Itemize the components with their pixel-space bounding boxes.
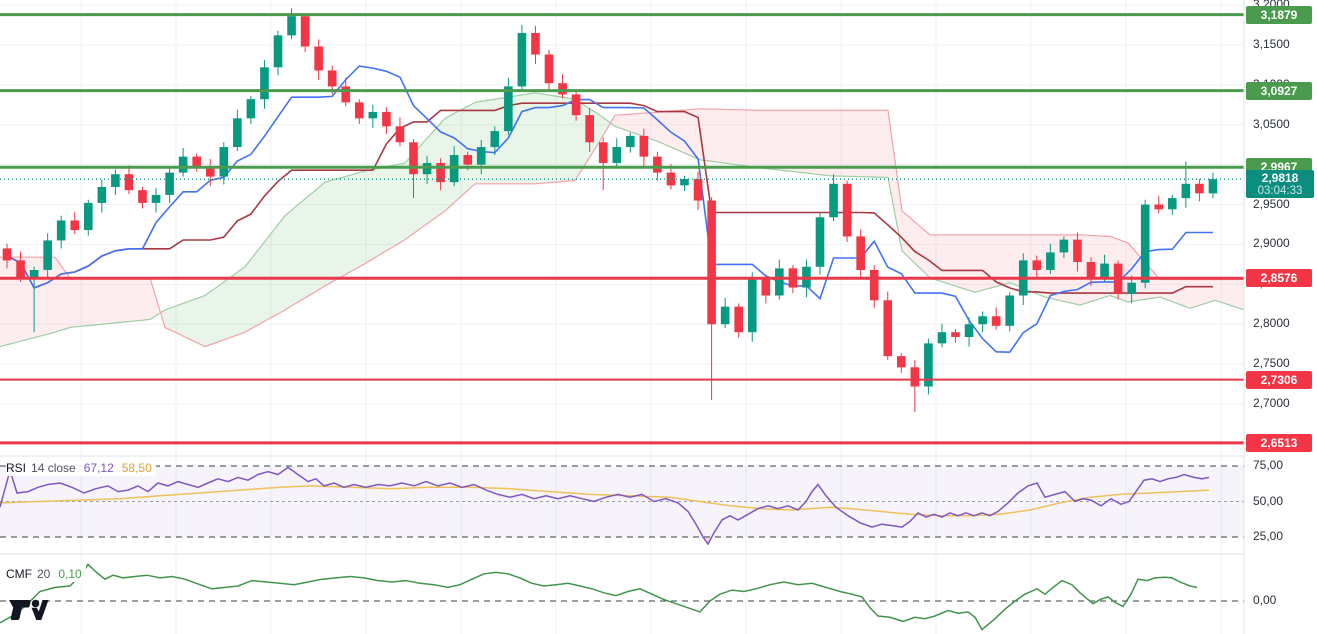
axis-price-label: 2,7500 [1253,356,1290,371]
axis-price-label: 3,2000 [1253,0,1290,11]
rsi-line [0,466,1210,546]
resistance-price-label: 3,1879 [1246,5,1312,24]
countdown-timer: 03:04:33 [1257,185,1303,198]
axis-price-label: 2,9500 [1253,196,1290,211]
cmf-line [0,563,1198,631]
support-price-label: 2,6513 [1246,433,1312,452]
axis-price-label: 3,1500 [1253,36,1290,51]
support-price-label: 2,7306 [1246,370,1312,389]
rsi-oversold-fill [703,537,712,545]
axis-rsi-label: 50,00 [1253,493,1284,508]
rsi-ma-value: 58,50 [121,461,152,475]
axis-price-label: 3,0500 [1253,116,1290,131]
axis-price-label: 2,7000 [1253,396,1290,411]
price-axis[interactable]: 3,20003,15003,10003,05002,95002,90002,85… [1245,0,1317,634]
rsi-params: 14 close [31,461,76,475]
cmf-params: 20 [37,567,51,581]
support-price-label: 2,8576 [1246,269,1312,288]
candlestick-series [2,8,1218,413]
axis-cmf-label: 0,00 [1253,593,1277,607]
rsi-indicator-legend[interactable]: RSI 14 close 67,12 58,50 [6,460,156,476]
ichimoku-cloud [0,92,1245,348]
axis-rsi-label: 75,00 [1253,458,1284,472]
resistance-price-label: 3,0927 [1246,81,1312,100]
cmf-pane [0,563,1244,631]
kijun-sen-line [6,102,1213,294]
tradingview-logo[interactable] [7,594,51,624]
current-price-label: 2,9818 03:04:33 [1246,170,1314,199]
cmf-title: CMF [6,567,32,581]
cmf-value: 0,10 [58,567,82,581]
cmf-indicator-legend[interactable]: CMF 20 0,10 [6,566,86,582]
support-resistance-lines[interactable] [0,13,1244,445]
current-price-value: 2,9818 [1261,171,1299,186]
price-chart-canvas[interactable] [0,0,1245,634]
rsi-title: RSI [6,461,27,475]
rsi-value: 67,12 [83,461,114,475]
axis-price-label: 2,8000 [1253,316,1290,331]
axis-rsi-label: 25,00 [1253,529,1284,543]
axis-price-label: 2,9000 [1253,236,1290,251]
senkou-span-b-line [0,108,1244,348]
rsi-pane [0,465,1244,546]
tenkan-sen-line [6,65,1213,354]
rsi-ma-line [0,485,1210,517]
